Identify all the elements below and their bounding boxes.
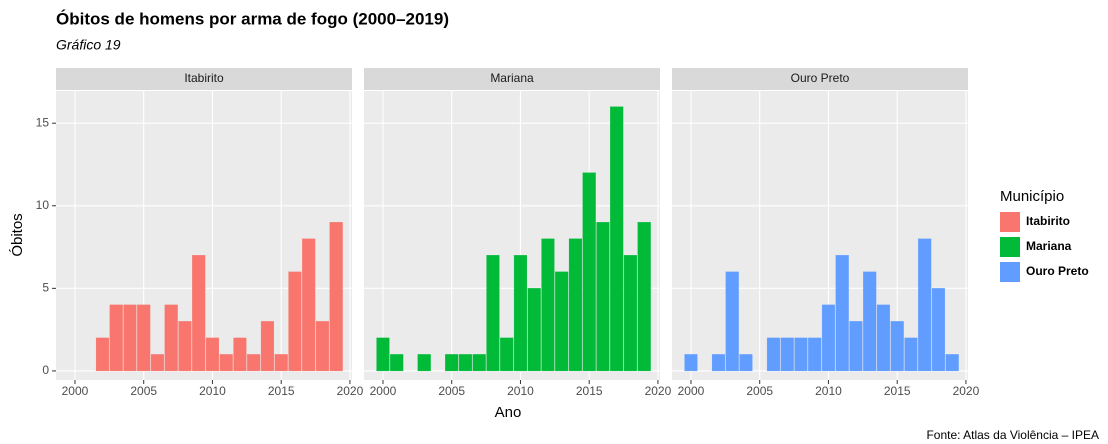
x-tick-label: 2015 [268, 384, 295, 398]
bar [260, 321, 274, 372]
chart-subtitle: Gráfico 19 [56, 37, 121, 53]
legend-label: Itabirito [1026, 214, 1070, 228]
legend-title: Município [1000, 188, 1064, 205]
x-tick-label: 2020 [645, 384, 672, 398]
bar [178, 321, 192, 372]
legend-key [1000, 212, 1020, 232]
bar [780, 337, 794, 372]
bar [945, 354, 959, 372]
bar [500, 337, 514, 372]
bar [623, 255, 637, 372]
bar [329, 222, 343, 372]
chart-title: Óbitos de homens por arma de fogo (2000–… [56, 9, 449, 28]
bar [233, 337, 247, 372]
bar [390, 354, 404, 372]
x-axis-label: Ano [495, 404, 522, 421]
bar [123, 304, 137, 372]
bar [417, 354, 431, 372]
legend-key [1000, 262, 1020, 282]
legend-label: Ouro Preto [1026, 264, 1089, 278]
caption: Fonte: Atlas da Violência – IPEA [926, 428, 1099, 442]
bar [821, 304, 835, 372]
bar [247, 354, 261, 372]
bar [684, 354, 698, 372]
bar [931, 288, 945, 372]
x-tick-label: 2000 [678, 384, 705, 398]
facet-label: Itabirito [184, 71, 224, 85]
x-tick-label: 2015 [884, 384, 911, 398]
bar [725, 271, 739, 372]
bar [472, 354, 486, 372]
facet-label: Mariana [490, 71, 534, 85]
y-tick-label: 15 [36, 115, 50, 129]
bar [376, 337, 390, 372]
bar [794, 337, 808, 372]
bar [610, 106, 624, 372]
x-tick-label: 2015 [576, 384, 603, 398]
bar [863, 271, 877, 372]
legend-key [1000, 237, 1020, 257]
bar [766, 337, 780, 372]
bar [835, 255, 849, 372]
bar [205, 337, 219, 372]
x-tick-label: 2005 [130, 384, 157, 398]
facet-strip [672, 68, 968, 90]
x-tick-label: 2020 [337, 384, 364, 398]
bar [192, 255, 206, 372]
bar [582, 172, 596, 372]
x-tick-label: 2010 [815, 384, 842, 398]
x-tick-label: 2010 [507, 384, 534, 398]
facet-strip [364, 68, 660, 90]
bar [95, 337, 109, 372]
bar [555, 271, 569, 372]
bar [739, 354, 753, 372]
bar [458, 354, 472, 372]
bar [445, 354, 459, 372]
bar [150, 354, 164, 372]
x-tick-label: 2000 [370, 384, 397, 398]
bar [904, 337, 918, 372]
bar [219, 354, 233, 372]
bar [527, 288, 541, 372]
x-tick-label: 2005 [438, 384, 465, 398]
bar [596, 222, 610, 372]
bar [513, 255, 527, 372]
x-tick-label: 2010 [199, 384, 226, 398]
facet-label: Ouro Preto [791, 71, 850, 85]
bar [711, 354, 725, 372]
legend-label: Mariana [1026, 239, 1072, 253]
bar [637, 222, 651, 372]
bar [808, 337, 822, 372]
bar [849, 321, 863, 372]
x-tick-label: 2000 [62, 384, 89, 398]
bar [302, 238, 316, 372]
bar [137, 304, 151, 372]
bar [288, 271, 302, 372]
bar [541, 238, 555, 372]
bar [164, 304, 178, 372]
bar [486, 255, 500, 372]
bar [568, 238, 582, 372]
bar [918, 238, 932, 372]
y-axis-label: Óbitos [9, 213, 26, 256]
y-tick-label: 5 [42, 281, 49, 295]
y-tick-label: 0 [42, 363, 49, 377]
x-tick-label: 2005 [746, 384, 773, 398]
x-tick-label: 2020 [953, 384, 980, 398]
bar [315, 321, 329, 372]
bar [876, 304, 890, 372]
bar [890, 321, 904, 372]
facet-strip [56, 68, 352, 90]
bar [274, 354, 288, 372]
bar [109, 304, 123, 372]
y-tick-label: 10 [36, 198, 50, 212]
